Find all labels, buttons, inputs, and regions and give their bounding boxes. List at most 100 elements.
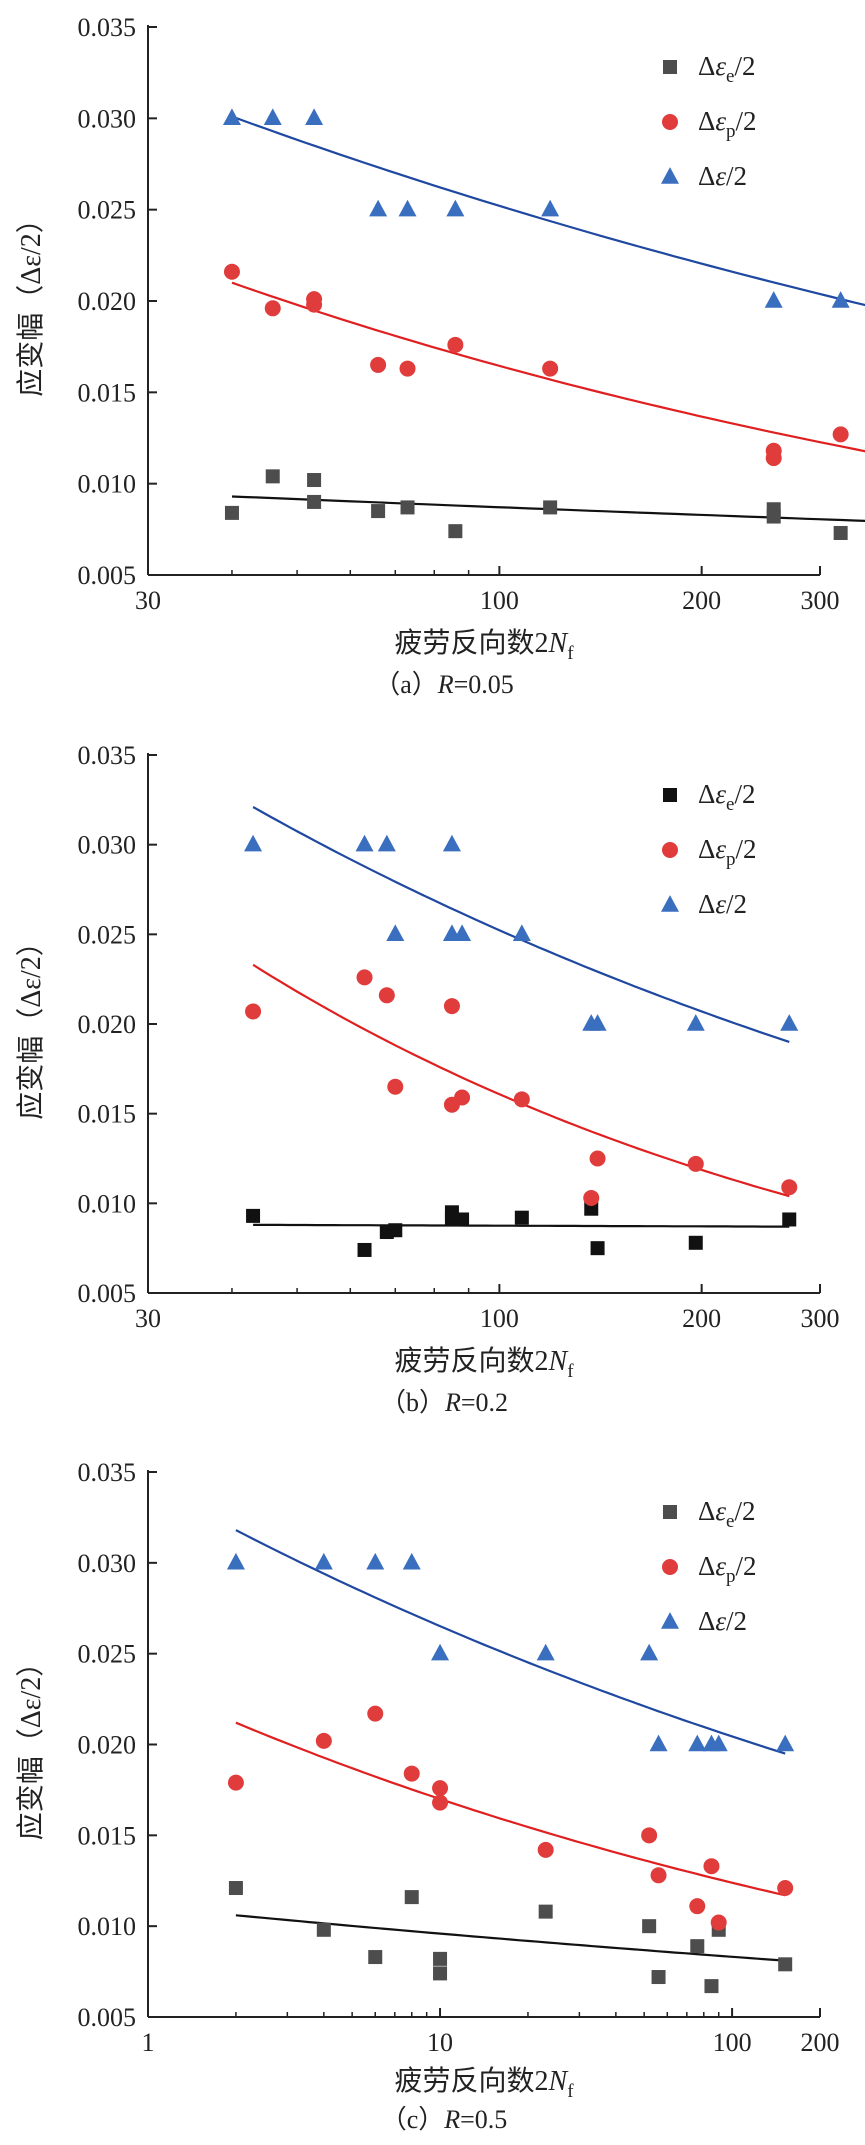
chart-2-point-plastic <box>443 998 460 1015</box>
chart-1-xtick-label: 300 <box>801 586 840 615</box>
chart-2-ytick-label: 0.025 <box>78 920 137 949</box>
chart-2-legend-marker-elastic <box>663 788 677 802</box>
chart-1-legend-label-total: Δε/2 <box>698 161 747 191</box>
chart-3-legend-marker-total <box>661 1612 679 1629</box>
chart-2-point-total <box>442 834 461 852</box>
chart-2-point-plastic <box>513 1091 530 1108</box>
chart-2-point-plastic <box>454 1089 471 1106</box>
chart-1-point-elastic <box>766 509 781 524</box>
chart-3-point-elastic <box>316 1922 331 1937</box>
chart-3-ytick-label: 0.005 <box>78 2003 137 2032</box>
chart-3-ylabel: 应变幅（Δε/2） <box>15 1649 47 1841</box>
chart-3-point-plastic <box>227 1774 244 1791</box>
chart-3-point-plastic <box>537 1841 554 1858</box>
chart-3-xtick-label: 100 <box>713 2028 752 2057</box>
chart-1-fit-plastic <box>231 281 865 453</box>
chart-3-legend-label-total: Δε/2 <box>698 1606 747 1636</box>
chart-2-point-total <box>386 924 405 942</box>
chart-1-ytick-label: 0.025 <box>78 196 137 225</box>
chart-1: 0.005 0.010 0.015 0.020 0.025 0.030 0.035 30 100… <box>15 13 865 699</box>
chart-2-xtick-label: 300 <box>801 1304 840 1333</box>
chart-2-point-total <box>780 1014 799 1031</box>
chart-2-point-total <box>355 834 374 852</box>
chart-2-ytick-label: 0.015 <box>78 1100 137 1129</box>
chart-3-point-elastic <box>651 1970 666 1985</box>
chart-3-point-total <box>776 1734 795 1752</box>
chart-2-fit-elastic <box>253 1223 790 1228</box>
chart-1-point-plastic <box>765 450 782 467</box>
chart-3-point-elastic <box>228 1881 243 1896</box>
chart-1-ytick-label: 0.020 <box>78 287 137 316</box>
chart-3-point-total <box>709 1734 728 1752</box>
chart-1-point-total <box>369 199 388 217</box>
chart-1-xlabel: 疲劳反向数2Nf <box>394 627 574 664</box>
chart-3-legend-label-plastic: Δεp/2 <box>698 1551 757 1587</box>
chart-3-point-total <box>226 1552 245 1570</box>
chart-1-fit-total <box>231 115 865 307</box>
chart-1-point-total <box>263 108 282 126</box>
chart-3-point-elastic <box>433 1966 448 1981</box>
chart-1-caption: （a）R=0.05 <box>374 670 514 699</box>
chart-2-xtick-label: 100 <box>480 1304 519 1333</box>
chart-3-xlabel: 疲劳反向数2Nf <box>394 2065 574 2102</box>
chart-1-ytick-label: 0.010 <box>78 470 137 499</box>
chart-3: 0.005 0.010 0.015 0.020 0.025 0.030 0.035 1 10 10… <box>15 1458 840 2134</box>
chart-1-ylabel: 应变幅（Δε/2） <box>15 205 47 397</box>
chart-2-legend-label-elastic: Δεe/2 <box>698 779 755 815</box>
chart-3-point-elastic <box>404 1890 419 1905</box>
chart-3-point-plastic <box>703 1858 720 1875</box>
chart-2-ytick-label: 0.035 <box>78 741 137 770</box>
chart-3-point-total <box>402 1552 421 1570</box>
chart-3-point-total <box>536 1643 555 1661</box>
chart-3-ytick-label: 0.030 <box>78 1549 137 1578</box>
chart-2-point-elastic <box>514 1210 529 1225</box>
chart-1-point-plastic <box>399 360 416 377</box>
chart-2-xtick-label: 200 <box>682 1304 721 1333</box>
chart-1-legend-marker-total <box>661 167 679 184</box>
chart-3-xtick-label: 200 <box>801 2028 840 2057</box>
chart-3-point-plastic <box>367 1705 384 1722</box>
chart-3-point-total <box>688 1734 707 1752</box>
chart-3-point-plastic <box>403 1765 420 1782</box>
chart-3-ytick-label: 0.020 <box>78 1731 137 1760</box>
chart-1-point-elastic <box>265 469 280 484</box>
chart-3-xtick-label: 1 <box>142 2028 155 2057</box>
chart-1-point-elastic <box>307 494 322 509</box>
chart-2-point-plastic <box>687 1155 704 1172</box>
chart-2-ytick-label: 0.010 <box>78 1189 137 1218</box>
chart-3-point-plastic <box>777 1880 794 1897</box>
chart-2: 0.005 0.010 0.015 0.020 0.025 0.030 0.035 30 100… <box>15 741 840 1417</box>
chart-3-point-elastic <box>433 1951 448 1966</box>
chart-2-point-total <box>244 834 263 852</box>
chart-1-point-plastic <box>223 263 240 280</box>
chart-3-point-plastic <box>432 1794 449 1811</box>
chart-3-legend-marker-plastic <box>662 1559 678 1575</box>
chart-2-point-elastic <box>246 1208 261 1223</box>
chart-2-legend-label-total: Δε/2 <box>698 889 747 919</box>
chart-2-ylabel: 应变幅（Δε/2） <box>15 928 47 1120</box>
chart-2-point-total <box>377 834 396 852</box>
chart-2-point-total <box>588 1014 607 1031</box>
chart-3-point-total <box>649 1734 668 1752</box>
chart-2-point-total <box>686 1014 705 1031</box>
chart-2-point-total <box>512 924 531 942</box>
chart-1-ytick-label: 0.030 <box>78 104 137 133</box>
chart-2-point-elastic <box>388 1223 403 1238</box>
chart-3-point-elastic <box>704 1979 719 1994</box>
chart-3-point-total <box>640 1643 659 1661</box>
chart-1-point-elastic <box>371 504 386 519</box>
chart-3-point-plastic <box>641 1827 658 1844</box>
chart-2-point-elastic <box>584 1201 599 1216</box>
chart-3-ytick-label: 0.025 <box>78 1640 137 1669</box>
chart-2-legend-label-plastic: Δεp/2 <box>698 834 757 870</box>
chart-1-point-plastic <box>542 360 559 377</box>
chart-3-point-plastic <box>432 1780 449 1797</box>
chart-1-ytick-label: 0.035 <box>78 13 137 42</box>
chart-3-point-plastic <box>650 1867 667 1884</box>
chart-2-point-elastic <box>455 1212 470 1227</box>
chart-3-ytick-label: 0.035 <box>78 1458 137 1487</box>
chart-1-point-total <box>541 199 560 217</box>
chart-2-point-plastic <box>781 1179 798 1196</box>
chart-1-legend-marker-plastic <box>662 114 678 130</box>
